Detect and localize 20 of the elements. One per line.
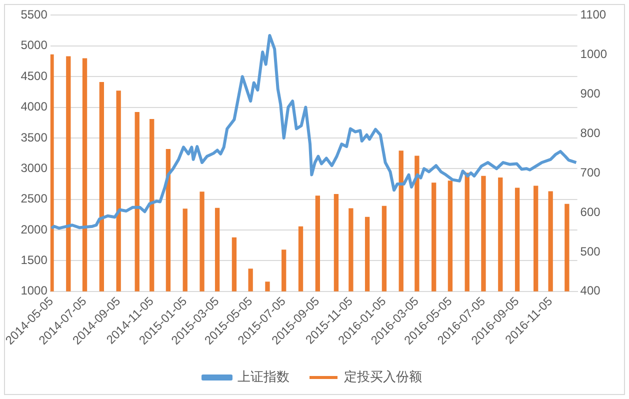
legend-label: 定投买入份额 — [344, 370, 422, 385]
y2-tick-label: 1000 — [580, 46, 608, 61]
y-tick-label: 4500 — [20, 68, 48, 83]
y2-tick-label: 1100 — [580, 8, 606, 22]
y2-tick-label: 800 — [580, 126, 601, 140]
y-tick-label: 2500 — [20, 192, 48, 206]
y-tick-label: 5500 — [20, 8, 48, 22]
y2-tick-label: 700 — [580, 165, 601, 180]
y-tick-label: 3500 — [20, 130, 48, 144]
y2-tick-label: 900 — [580, 86, 601, 100]
legend-label: 上证指数 — [238, 370, 290, 385]
y2-tick-label: 500 — [580, 244, 601, 258]
y-tick-label: 2000 — [20, 222, 48, 236]
y-tick-label: 1000 — [20, 284, 48, 298]
y2-tick-label: 600 — [580, 204, 601, 219]
y-tick-label: 3000 — [20, 160, 48, 175]
y-tick-label: 5000 — [20, 38, 48, 52]
y-tick-label: 4000 — [20, 100, 48, 114]
y-tick-label: 1500 — [20, 253, 48, 268]
y2-tick-label: 400 — [580, 284, 601, 298]
